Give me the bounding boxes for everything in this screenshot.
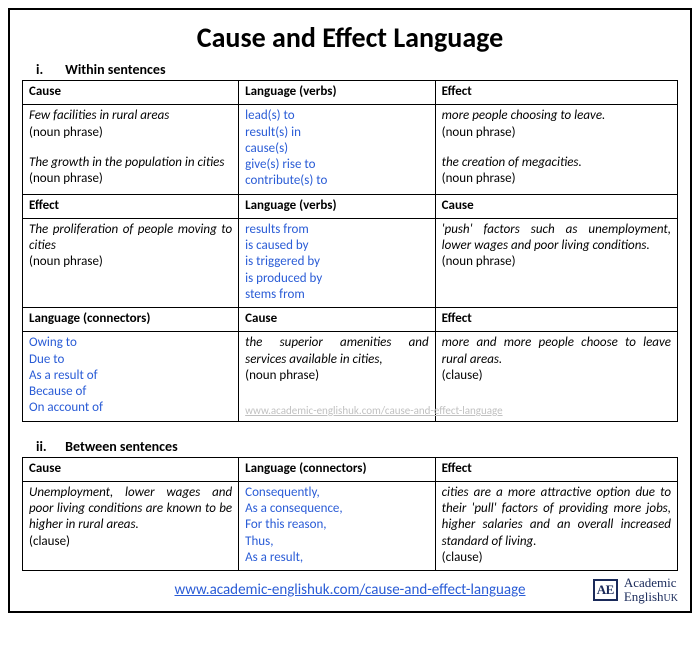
paren-label: (noun phrase) [29, 171, 103, 186]
header-cell: Effect [435, 308, 677, 332]
cell-effect: cities are a more attractive option due … [435, 481, 677, 570]
section2-heading: ii. Between sentences [22, 438, 678, 455]
verb-item: result(s) in [245, 125, 429, 141]
example-text: the superior amenities and services avai… [245, 335, 429, 368]
cell-cause: the superior amenities and services avai… [239, 332, 436, 421]
table-row: Language (connectors) Cause Effect [23, 308, 678, 332]
cell-cause: Unemployment, lower wages and poor livin… [23, 481, 239, 570]
paren-label: (noun phrase) [29, 254, 103, 269]
section1-heading: i. Within sentences [22, 61, 678, 78]
verb-item: results from [245, 222, 429, 238]
table-row: Cause Language (verbs) Effect [23, 81, 678, 105]
connector-item: Owing to [29, 335, 232, 351]
cell-cause: 'push' factors such as unemployment, low… [435, 218, 677, 307]
header-cell: Cause [435, 194, 677, 218]
document-page: Cause and Effect Language i. Within sent… [8, 8, 692, 613]
example-text: the creation of megacities. [442, 155, 582, 170]
section2-label: Between sentences [65, 438, 178, 455]
verb-item: give(s) rise to [245, 157, 429, 173]
paren-label: (clause) [29, 534, 70, 549]
paren-label: (noun phrase) [442, 125, 516, 140]
logo-text: Academic EnglishUK [624, 576, 678, 605]
paren-label: (noun phrase) [442, 171, 516, 186]
example-text: more people choosing to leave. [442, 108, 606, 123]
header-cell: Cause [23, 457, 239, 481]
table-row: Unemployment, lower wages and poor livin… [23, 481, 678, 570]
cell-language: results from is caused by is triggered b… [239, 218, 436, 307]
brand-logo: AE Academic EnglishUK [593, 576, 678, 605]
header-cell: Language (connectors) [23, 308, 239, 332]
header-cell: Language (connectors) [239, 457, 436, 481]
header-cell: Effect [435, 457, 677, 481]
cell-effect: more people choosing to leave. (noun phr… [435, 105, 677, 194]
connector-item: As a result, [245, 550, 429, 566]
connector-item: On account of [29, 400, 232, 416]
connector-item: Because of [29, 384, 232, 400]
connector-item: Due to [29, 352, 232, 368]
table-row: Effect Language (verbs) Cause [23, 194, 678, 218]
table-row: Cause Language (connectors) Effect [23, 457, 678, 481]
logo-box: AE [593, 579, 618, 601]
table-row: Owing to Due to As a result of Because o… [23, 332, 678, 421]
page-title: Cause and Effect Language [22, 20, 678, 55]
connector-item: Consequently, [245, 485, 429, 501]
example-text: Unemployment, lower wages and poor livin… [29, 485, 232, 534]
table-between-sentences: Cause Language (connectors) Effect Unemp… [22, 457, 678, 572]
table-within-sentences: Cause Language (verbs) Effect Few facili… [22, 80, 678, 422]
verb-item: stems from [245, 287, 429, 303]
cell-effect: more and more people choose to leave rur… [435, 332, 677, 421]
paren-label: (noun phrase) [442, 254, 516, 269]
header-cell: Language (verbs) [239, 81, 436, 105]
verb-item: is produced by [245, 271, 429, 287]
cell-language: Owing to Due to As a result of Because o… [23, 332, 239, 421]
logo-uk: UK [664, 593, 678, 604]
verb-item: lead(s) to [245, 108, 429, 124]
connector-item: As a result of [29, 368, 232, 384]
verb-item: contribute(s) to [245, 173, 429, 189]
footer-link[interactable]: www.academic-englishuk.com/cause-and-eff… [174, 581, 525, 599]
table-row: Few facilities in rural areas (noun phra… [23, 105, 678, 194]
cell-cause: Few facilities in rural areas (noun phra… [23, 105, 239, 194]
verb-item: is triggered by [245, 254, 429, 270]
example-text: more and more people choose to leave rur… [442, 335, 671, 368]
example-text: The proliferation of people moving to ci… [29, 222, 232, 255]
example-text: Few facilities in rural areas [29, 108, 169, 123]
paren-label: (clause) [442, 550, 483, 565]
header-cell: Effect [23, 194, 239, 218]
table-row: The proliferation of people moving to ci… [23, 218, 678, 307]
connector-item: As a consequence, [245, 501, 429, 517]
paren-label: (clause) [442, 368, 483, 383]
header-cell: Cause [23, 81, 239, 105]
connector-item: Thus, [245, 534, 429, 550]
cell-language: Consequently, As a consequence, For this… [239, 481, 436, 570]
example-text: cities are a more attractive option due … [442, 485, 671, 550]
example-text: The growth in the population in cities [29, 155, 224, 170]
section1-num: i. [22, 61, 62, 78]
logo-line2: English [624, 589, 664, 604]
section2-num: ii. [22, 438, 62, 455]
verb-item: cause(s) [245, 141, 429, 157]
header-cell: Effect [435, 81, 677, 105]
paren-label: (noun phrase) [29, 125, 103, 140]
logo-line1: Academic [624, 576, 678, 589]
header-cell: Language (verbs) [239, 194, 436, 218]
paren-label: (noun phrase) [245, 368, 319, 383]
example-text: 'push' factors such as unemployment, low… [442, 222, 671, 255]
cell-effect: The proliferation of people moving to ci… [23, 218, 239, 307]
footer: www.academic-englishuk.com/cause-and-eff… [22, 581, 678, 599]
connector-item: For this reason, [245, 517, 429, 533]
cell-language: lead(s) to result(s) in cause(s) give(s)… [239, 105, 436, 194]
header-cell: Cause [239, 308, 436, 332]
section1-label: Within sentences [65, 61, 165, 78]
verb-item: is caused by [245, 238, 429, 254]
